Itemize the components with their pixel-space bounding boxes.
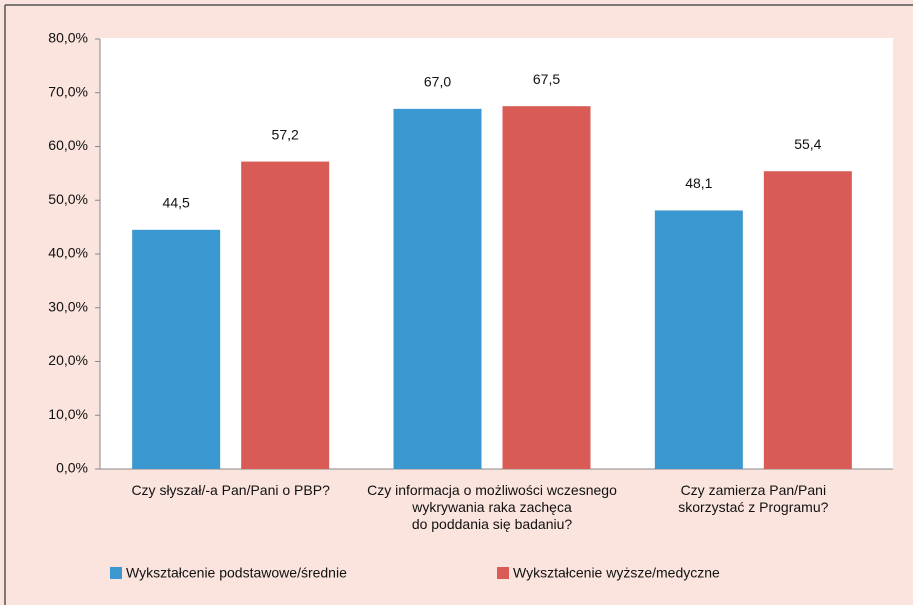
- value-label: 67,5: [533, 71, 560, 87]
- y-tick-label: 80,0%: [48, 30, 88, 46]
- bar: [763, 171, 852, 469]
- value-label: 44,5: [163, 195, 190, 211]
- legend-swatch: [110, 567, 122, 579]
- bar: [502, 106, 591, 469]
- value-label: 67,0: [424, 74, 451, 90]
- value-label: 57,2: [272, 126, 299, 142]
- y-tick-label: 10,0%: [48, 406, 88, 422]
- y-tick-label: 70,0%: [48, 83, 88, 99]
- bar: [132, 229, 221, 469]
- bar: [393, 108, 482, 469]
- plot-area: [100, 38, 893, 469]
- y-tick-label: 0,0%: [56, 460, 88, 476]
- bar: [241, 161, 330, 470]
- y-tick-label: 50,0%: [48, 191, 88, 207]
- value-label: 55,4: [794, 136, 821, 152]
- y-tick-label: 30,0%: [48, 298, 88, 314]
- x-tick-label: Czy informacja o możliwości wczesnego wy…: [367, 482, 617, 532]
- y-tick-label: 60,0%: [48, 137, 88, 153]
- x-tick-label: Czy zamierza Pan/Pani skorzystać z Progr…: [678, 482, 829, 515]
- legend-label: Wykształcenie podstawowe/średnie: [126, 565, 347, 581]
- y-tick-label: 20,0%: [48, 352, 88, 368]
- bar: [654, 210, 743, 469]
- y-tick-label: 40,0%: [48, 245, 88, 261]
- legend-label: Wykształcenie wyższe/medyczne: [513, 565, 720, 581]
- x-tick-label: Czy słyszał/-a Pan/Pani o PBP?: [131, 482, 330, 498]
- value-label: 48,1: [685, 175, 712, 191]
- legend-swatch: [497, 567, 509, 579]
